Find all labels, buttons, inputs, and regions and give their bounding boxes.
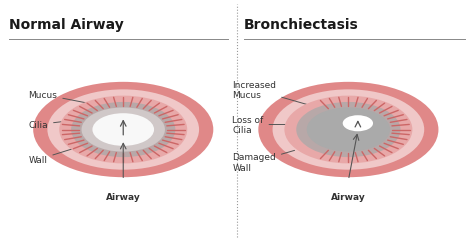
Ellipse shape (33, 82, 213, 178)
Text: Airway: Airway (331, 192, 366, 202)
Text: Loss of
Cilia: Loss of Cilia (232, 115, 309, 135)
Ellipse shape (273, 90, 424, 170)
Ellipse shape (343, 116, 373, 132)
Text: Increased
Mucus: Increased Mucus (232, 80, 327, 111)
Ellipse shape (59, 96, 187, 164)
Ellipse shape (284, 96, 412, 164)
Ellipse shape (296, 102, 401, 158)
Text: Airway: Airway (106, 192, 141, 202)
Text: Damaged
Wall: Damaged Wall (232, 151, 294, 172)
Text: Cilia: Cilia (28, 120, 78, 130)
Text: Mucus: Mucus (28, 90, 97, 106)
Ellipse shape (258, 82, 438, 178)
Ellipse shape (307, 108, 390, 152)
Ellipse shape (47, 90, 199, 170)
Text: Wall: Wall (28, 143, 91, 165)
Ellipse shape (71, 102, 175, 158)
Text: Bronchiectasis: Bronchiectasis (244, 18, 359, 32)
Ellipse shape (92, 114, 154, 146)
Ellipse shape (82, 108, 165, 152)
Text: Normal Airway: Normal Airway (9, 18, 124, 32)
